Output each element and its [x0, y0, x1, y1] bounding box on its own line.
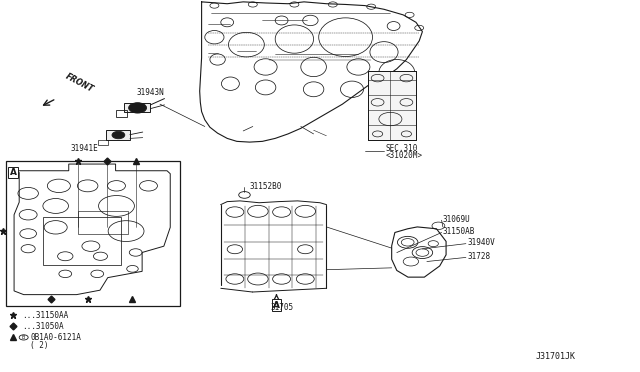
Text: ...31050A: ...31050A — [22, 322, 64, 331]
Text: A: A — [10, 168, 17, 177]
Text: ( 2): ( 2) — [30, 341, 49, 350]
Circle shape — [129, 103, 147, 113]
Bar — [368, 71, 416, 140]
Bar — [124, 103, 150, 112]
Bar — [106, 130, 130, 140]
Text: 31941E: 31941E — [70, 144, 98, 153]
Text: 31150AB: 31150AB — [443, 227, 476, 236]
Text: SEC.310: SEC.310 — [385, 144, 418, 153]
Bar — [98, 140, 108, 145]
Text: 31943N: 31943N — [136, 88, 164, 97]
Bar — [116, 110, 127, 117]
Text: 31940V: 31940V — [467, 238, 495, 247]
Bar — [78, 211, 128, 234]
Text: B: B — [22, 335, 26, 340]
Bar — [368, 71, 416, 140]
Text: <31020M>: <31020M> — [385, 151, 422, 160]
Text: 31152B0: 31152B0 — [250, 182, 282, 190]
Text: 0B1A0-6121A: 0B1A0-6121A — [30, 333, 81, 342]
Text: J31701JK: J31701JK — [536, 352, 576, 361]
Text: ...31150AA: ...31150AA — [22, 311, 68, 320]
Text: FRONT: FRONT — [64, 71, 95, 94]
Text: A: A — [273, 301, 280, 310]
Text: 31705: 31705 — [270, 303, 293, 312]
Text: 31728: 31728 — [467, 252, 490, 261]
Bar — [6, 161, 180, 306]
Bar — [43, 217, 121, 265]
Text: 31069U: 31069U — [443, 215, 470, 224]
Circle shape — [112, 131, 125, 139]
